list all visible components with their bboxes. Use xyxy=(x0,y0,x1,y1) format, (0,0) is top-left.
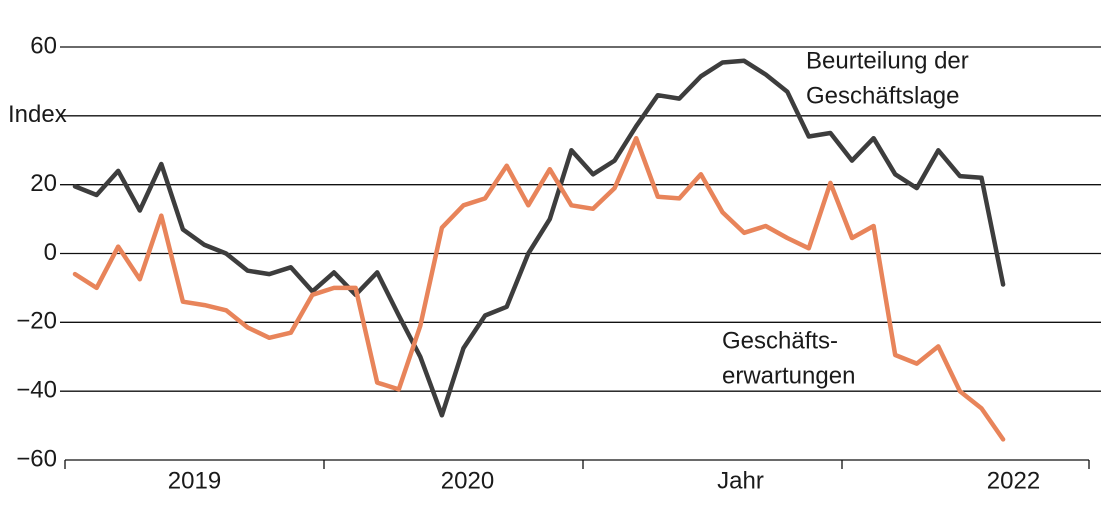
y-tick-label: 20 xyxy=(30,170,57,197)
y-tick-label: −20 xyxy=(16,308,57,335)
y-tick-label: −40 xyxy=(16,377,57,404)
series-label: Geschäftslage xyxy=(806,82,959,109)
y-tick-label: −60 xyxy=(16,445,57,472)
series-label: Beurteilung der xyxy=(806,47,969,74)
y-tick-label: 0 xyxy=(44,239,57,266)
x-tick-label: 2022 xyxy=(987,467,1040,494)
x-tick-label: 2020 xyxy=(441,467,494,494)
series-label: erwartungen xyxy=(722,362,855,389)
x-tick-label: 2019 xyxy=(168,467,221,494)
series-line xyxy=(72,58,1006,418)
y-tick-label: Index xyxy=(8,101,67,128)
series-label: Geschäfts- xyxy=(722,327,838,354)
x-tick-label: Jahr xyxy=(717,467,764,494)
series-line xyxy=(72,135,1006,442)
y-tick-label: 60 xyxy=(30,32,57,59)
